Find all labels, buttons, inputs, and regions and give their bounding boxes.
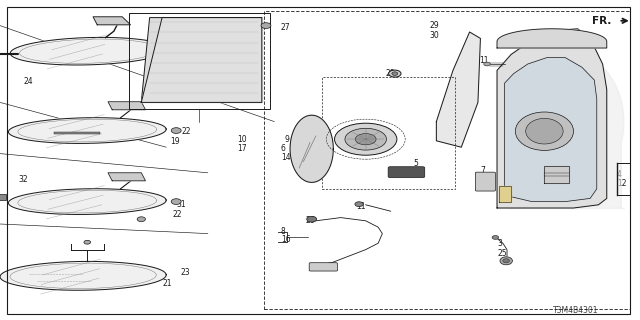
Text: 1: 1	[542, 166, 547, 175]
Bar	[264, 11, 630, 309]
Text: 9: 9	[284, 135, 289, 144]
Text: 19: 19	[170, 137, 180, 146]
Text: 8: 8	[281, 227, 285, 236]
Ellipse shape	[172, 199, 181, 204]
Text: 7: 7	[481, 166, 485, 175]
Ellipse shape	[492, 236, 499, 239]
Polygon shape	[141, 18, 262, 102]
Ellipse shape	[345, 128, 387, 150]
Ellipse shape	[503, 259, 509, 263]
Ellipse shape	[307, 216, 317, 222]
Text: 31: 31	[176, 200, 186, 209]
Ellipse shape	[500, 257, 513, 265]
Text: 17: 17	[237, 144, 246, 153]
Polygon shape	[8, 118, 166, 143]
Text: 21: 21	[162, 279, 172, 288]
Polygon shape	[108, 173, 145, 181]
Ellipse shape	[261, 23, 271, 28]
Ellipse shape	[84, 240, 91, 244]
Polygon shape	[93, 17, 131, 25]
Text: 25: 25	[497, 249, 507, 258]
Text: 29: 29	[429, 21, 439, 30]
Ellipse shape	[172, 128, 181, 133]
Text: 24: 24	[23, 77, 33, 86]
Text: T3M4B4301: T3M4B4301	[553, 306, 598, 315]
Text: 11: 11	[356, 202, 365, 211]
Text: 22: 22	[172, 210, 182, 219]
Bar	[323, 77, 456, 189]
Text: 23: 23	[180, 268, 190, 277]
Ellipse shape	[355, 134, 376, 145]
Ellipse shape	[392, 72, 397, 75]
Bar	[54, 132, 100, 134]
Text: 30: 30	[429, 31, 440, 40]
Polygon shape	[0, 261, 166, 290]
Bar	[0, 194, 6, 200]
Text: 26: 26	[306, 216, 316, 225]
FancyBboxPatch shape	[476, 172, 495, 191]
Polygon shape	[545, 166, 570, 183]
Text: 6: 6	[281, 144, 286, 153]
FancyBboxPatch shape	[309, 263, 337, 271]
Polygon shape	[497, 29, 607, 48]
Text: FR.: FR.	[591, 16, 611, 26]
Text: 18: 18	[173, 48, 182, 57]
Text: 3: 3	[497, 239, 502, 248]
Text: 5: 5	[413, 159, 418, 168]
Text: 11: 11	[479, 56, 489, 65]
Text: 13: 13	[413, 168, 422, 177]
Text: 27: 27	[281, 23, 291, 32]
Ellipse shape	[355, 202, 364, 207]
Text: 14: 14	[281, 153, 291, 162]
Text: 12: 12	[617, 180, 626, 188]
Polygon shape	[290, 115, 333, 182]
Polygon shape	[141, 18, 262, 102]
Ellipse shape	[484, 62, 490, 66]
FancyBboxPatch shape	[388, 167, 425, 178]
Polygon shape	[504, 58, 596, 202]
Text: 22: 22	[181, 127, 191, 136]
Polygon shape	[8, 189, 166, 214]
Polygon shape	[499, 186, 511, 202]
Text: 15: 15	[481, 175, 490, 184]
Polygon shape	[436, 32, 481, 147]
Text: 4: 4	[617, 170, 621, 179]
Ellipse shape	[137, 217, 145, 221]
Text: 16: 16	[281, 236, 291, 244]
Text: 32: 32	[19, 175, 28, 184]
Ellipse shape	[335, 123, 397, 155]
Ellipse shape	[525, 118, 563, 144]
Text: 2: 2	[542, 175, 547, 184]
Bar	[129, 13, 270, 109]
Text: 10: 10	[237, 135, 246, 144]
Polygon shape	[108, 102, 145, 110]
Polygon shape	[10, 37, 168, 65]
Ellipse shape	[388, 70, 401, 77]
Text: 28: 28	[386, 69, 395, 78]
Ellipse shape	[515, 112, 573, 150]
Polygon shape	[497, 29, 607, 208]
